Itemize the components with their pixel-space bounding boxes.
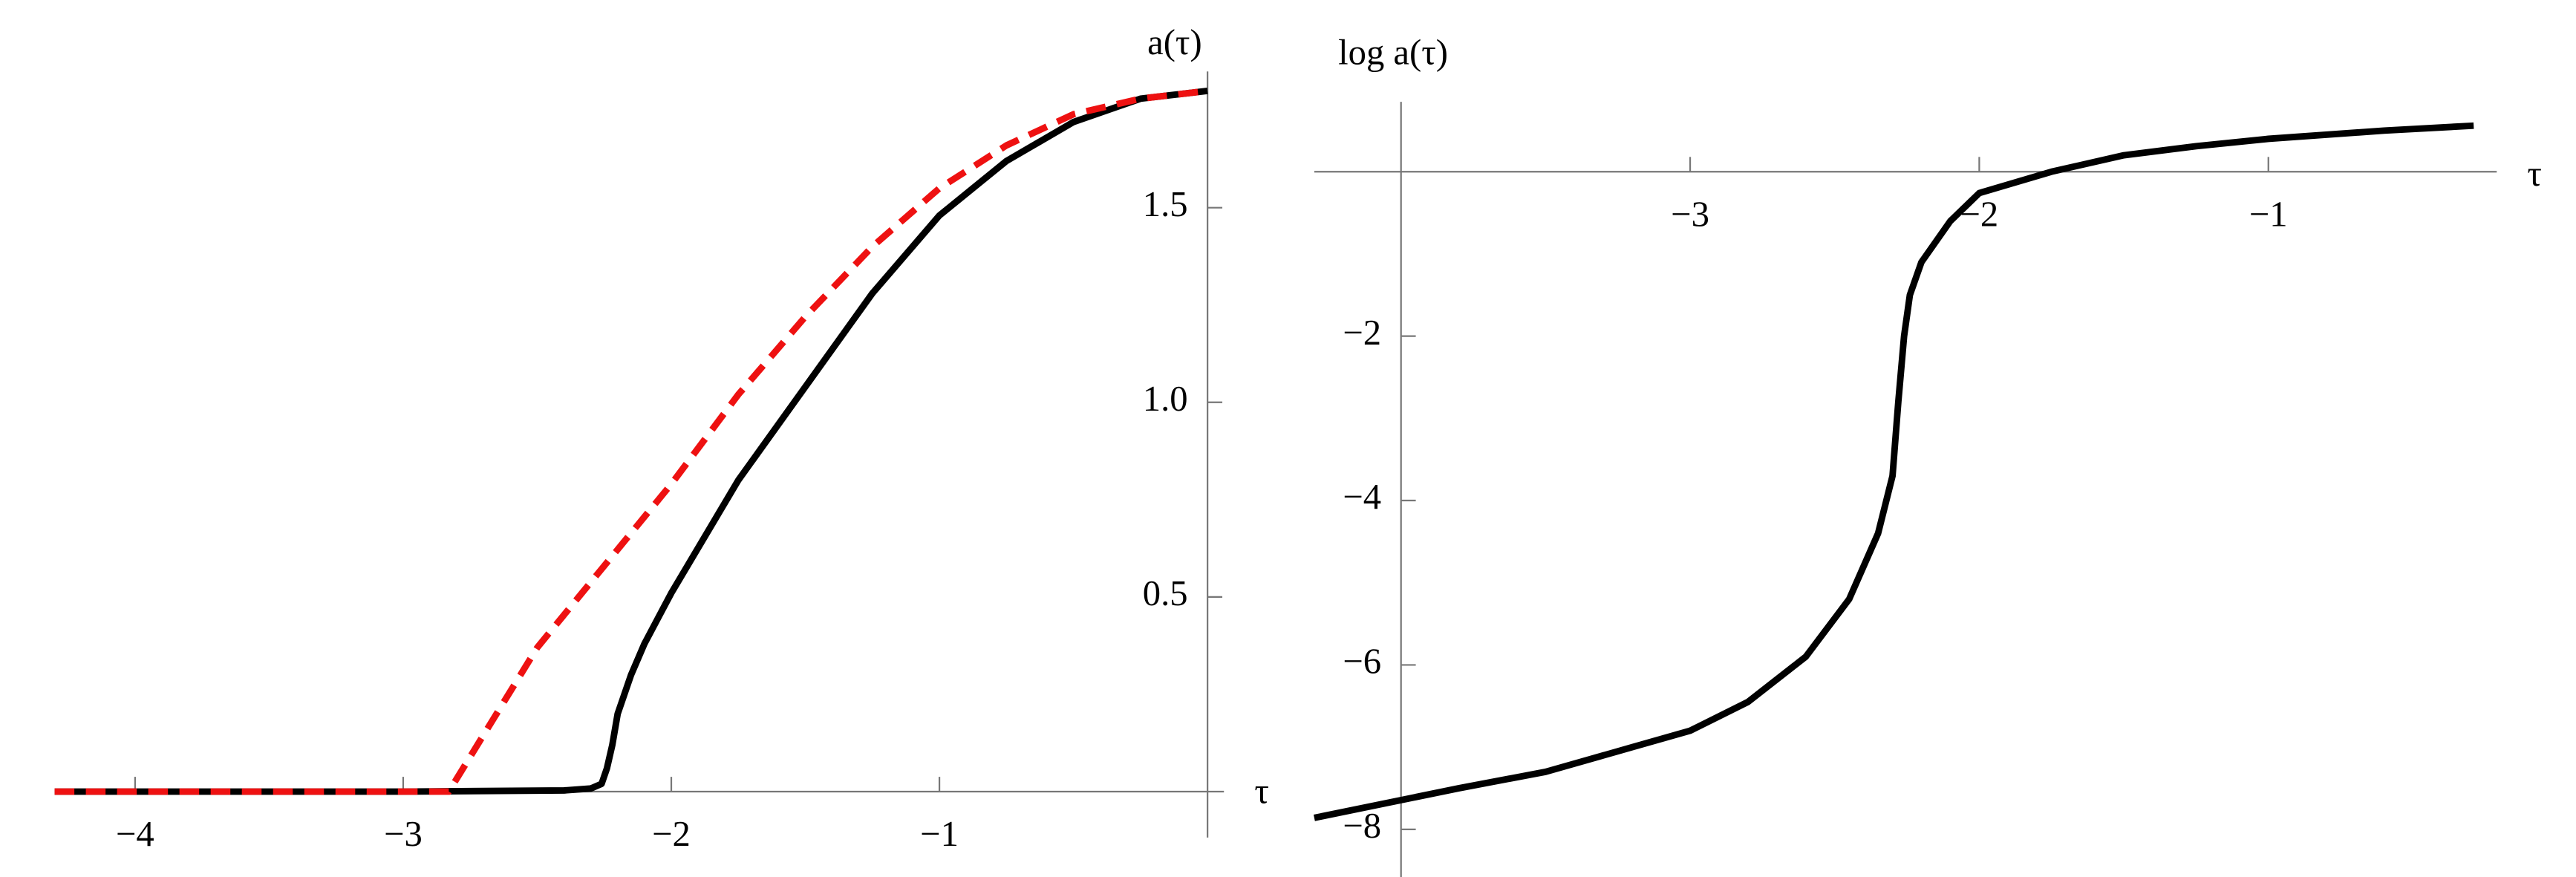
x-axis-label: τ <box>1254 772 1269 812</box>
x-axis-label: τ <box>2527 154 2542 194</box>
x-tick-label: −1 <box>2249 194 2288 234</box>
series-line <box>54 88 1208 795</box>
series-line <box>54 88 1208 795</box>
x-tick-label: −2 <box>1960 194 1999 234</box>
x-tick-label: −1 <box>920 814 959 854</box>
y-tick-label: −2 <box>1343 313 1381 353</box>
x-tick-label: −4 <box>116 814 154 854</box>
x-tick-label: −3 <box>384 814 423 854</box>
y-tick-label: −6 <box>1343 642 1381 682</box>
y-tick-label: 0.5 <box>1143 573 1188 613</box>
y-axis-label: a(τ) <box>1147 22 1202 62</box>
y-tick-label: −4 <box>1343 477 1381 517</box>
y-axis-label: log a(τ) <box>1338 32 1448 72</box>
y-tick-label: 1.5 <box>1143 184 1188 224</box>
x-tick-label: −2 <box>652 814 691 854</box>
series-line <box>1313 122 2474 821</box>
x-tick-label: −3 <box>1671 194 1709 234</box>
y-tick-label: 1.0 <box>1143 379 1188 419</box>
